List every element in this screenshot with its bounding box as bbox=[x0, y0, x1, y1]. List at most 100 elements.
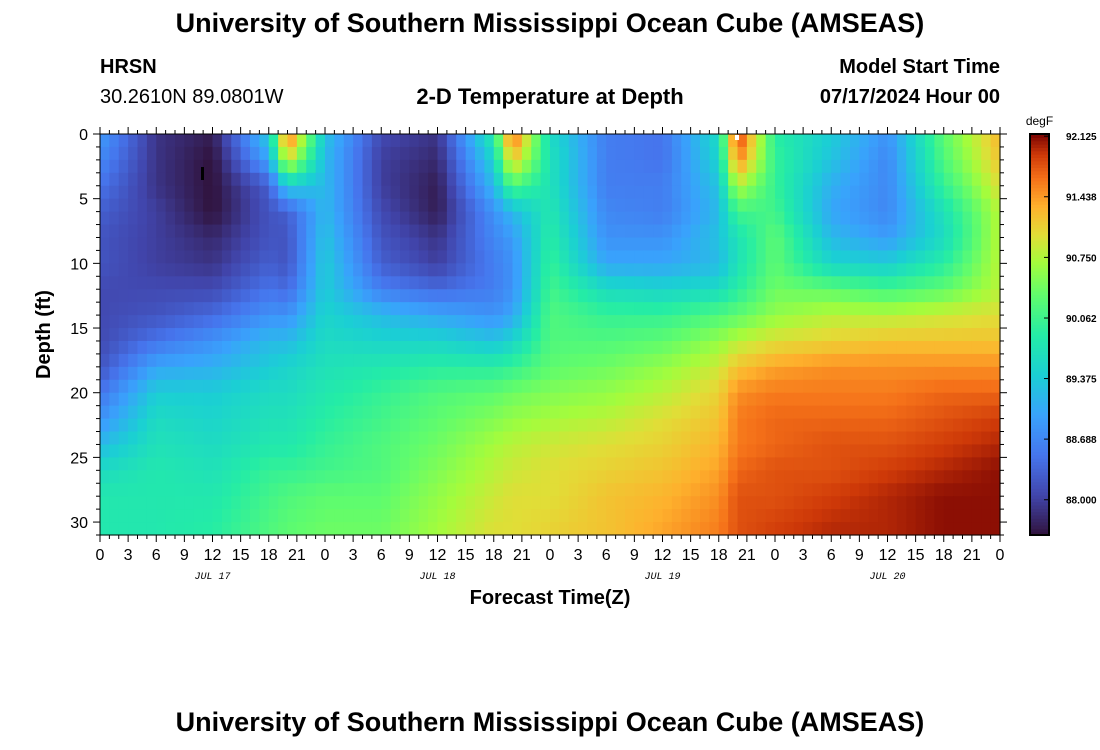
heatmap-cell bbox=[840, 211, 851, 226]
heatmap-cell bbox=[203, 250, 214, 264]
heatmap-cell bbox=[709, 302, 720, 316]
heatmap-cell bbox=[690, 405, 701, 420]
heatmap-cell bbox=[596, 134, 607, 148]
heatmap-cell bbox=[737, 172, 748, 187]
heatmap-cell bbox=[728, 379, 739, 394]
heatmap-cell bbox=[250, 237, 260, 252]
heatmap-cell bbox=[962, 172, 973, 187]
heatmap-cell bbox=[484, 509, 495, 523]
heatmap-cell bbox=[793, 146, 804, 161]
heatmap-cell bbox=[418, 302, 429, 316]
heatmap-cell bbox=[625, 198, 635, 213]
heatmap-cell bbox=[296, 353, 307, 368]
heatmap-cell bbox=[493, 496, 504, 510]
heatmap-cell bbox=[259, 237, 270, 252]
heatmap-cell bbox=[418, 418, 429, 433]
heatmap-cell bbox=[925, 289, 935, 303]
x-tick-label: 15 bbox=[457, 547, 475, 564]
heatmap-cell bbox=[634, 379, 645, 394]
heatmap-cell bbox=[981, 276, 992, 290]
heatmap-cell bbox=[184, 483, 195, 497]
heatmap-cell bbox=[718, 392, 729, 407]
heatmap-cell bbox=[268, 328, 279, 342]
heatmap-cell bbox=[418, 470, 429, 484]
heatmap-cell bbox=[831, 444, 842, 458]
colorbar-segment bbox=[1030, 337, 1049, 342]
heatmap-cell bbox=[718, 172, 729, 187]
colorbar-tick-label: 91.438 bbox=[1066, 193, 1097, 204]
heatmap-cell bbox=[306, 457, 317, 471]
heatmap-cell bbox=[634, 405, 645, 420]
heatmap-cell bbox=[671, 159, 682, 174]
heatmap-cell bbox=[100, 392, 110, 407]
heatmap-cell bbox=[278, 198, 289, 213]
heatmap-cell bbox=[737, 522, 748, 536]
heatmap-cell bbox=[690, 444, 701, 458]
heatmap-cell bbox=[259, 522, 270, 536]
heatmap-cell bbox=[456, 302, 467, 316]
heatmap-cell bbox=[934, 250, 945, 264]
heatmap-cell bbox=[100, 405, 110, 420]
heatmap-cell bbox=[268, 263, 279, 277]
heatmap-cell bbox=[184, 496, 195, 510]
heatmap-cell bbox=[859, 366, 870, 381]
colorbar-segment bbox=[1030, 234, 1049, 239]
heatmap-cell bbox=[775, 315, 785, 329]
heatmap-cell bbox=[465, 302, 476, 316]
heatmap-cell bbox=[146, 405, 157, 420]
heatmap-cell bbox=[540, 379, 551, 394]
heatmap-cell bbox=[709, 496, 720, 510]
heatmap-cell bbox=[840, 353, 851, 368]
heatmap-cell bbox=[221, 302, 232, 316]
heatmap-cell bbox=[971, 522, 982, 536]
heatmap-cell bbox=[334, 224, 345, 239]
heatmap-cell bbox=[643, 340, 654, 355]
heatmap-cell bbox=[568, 289, 579, 303]
heatmap-cell bbox=[925, 470, 935, 484]
heatmap-cell bbox=[193, 483, 204, 497]
heatmap-cell bbox=[418, 172, 429, 187]
heatmap-cell bbox=[587, 185, 598, 200]
heatmap-cell bbox=[165, 185, 176, 200]
heatmap-cell bbox=[615, 237, 626, 252]
heatmap-cell bbox=[175, 496, 185, 510]
heatmap-cell bbox=[596, 496, 607, 510]
heatmap-cell bbox=[643, 237, 654, 252]
heatmap-cell bbox=[868, 444, 879, 458]
heatmap-cell bbox=[934, 315, 945, 329]
heatmap-cell bbox=[484, 405, 495, 420]
heatmap-cell bbox=[456, 366, 467, 381]
heatmap-cell bbox=[596, 431, 607, 446]
heatmap-cell bbox=[775, 276, 785, 290]
heatmap-cell bbox=[896, 302, 907, 316]
heatmap-cell bbox=[821, 379, 832, 394]
heatmap-cell bbox=[315, 146, 326, 161]
heatmap-cell bbox=[784, 172, 795, 187]
heatmap-cell bbox=[193, 470, 204, 484]
heatmap-cell bbox=[193, 302, 204, 316]
heatmap-cell bbox=[259, 470, 270, 484]
heatmap-cell bbox=[671, 418, 682, 433]
heatmap-cell bbox=[109, 224, 120, 239]
heatmap-cell bbox=[784, 237, 795, 252]
heatmap-cell bbox=[606, 211, 617, 226]
heatmap-cell bbox=[550, 146, 560, 161]
heatmap-cell bbox=[184, 522, 195, 536]
heatmap-cell bbox=[981, 379, 992, 394]
heatmap-cell bbox=[512, 185, 523, 200]
colorbar-tick-label: 92.125 bbox=[1066, 132, 1097, 143]
heatmap-cell bbox=[456, 315, 467, 329]
heatmap-cell bbox=[587, 379, 598, 394]
heatmap-cell bbox=[746, 405, 757, 420]
heatmap-cell bbox=[962, 405, 973, 420]
heatmap-cell bbox=[840, 263, 851, 277]
heatmap-cell bbox=[418, 405, 429, 420]
heatmap-cell bbox=[118, 470, 129, 484]
heatmap-cell bbox=[128, 418, 139, 433]
heatmap-cell bbox=[850, 392, 860, 407]
heatmap-cell bbox=[146, 379, 157, 394]
heatmap-cell bbox=[821, 263, 832, 277]
heatmap-cell bbox=[887, 134, 898, 148]
heatmap-cell bbox=[793, 134, 804, 148]
heatmap-cell bbox=[259, 224, 270, 239]
